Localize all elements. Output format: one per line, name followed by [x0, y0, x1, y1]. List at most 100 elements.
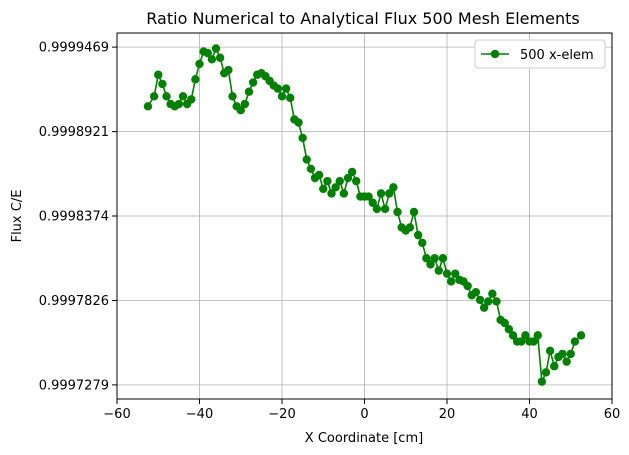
data-point — [488, 289, 497, 298]
data-point — [385, 189, 394, 198]
data-point — [438, 254, 448, 263]
data-point — [335, 176, 344, 186]
data-point — [203, 48, 212, 58]
x-tick-label: −20 — [268, 407, 295, 422]
legend-marker — [490, 49, 500, 59]
data-point — [224, 65, 233, 75]
data-point — [364, 192, 373, 201]
data-point — [352, 176, 361, 186]
data-point — [533, 331, 542, 340]
data-point — [380, 204, 390, 214]
data-point — [389, 183, 398, 192]
y-tick-label: 0.9998921 — [39, 125, 109, 140]
data-point — [492, 297, 501, 306]
data-point — [451, 269, 460, 278]
data-point — [442, 269, 452, 278]
plot-data — [143, 44, 586, 386]
legend: 500 x-elem — [474, 39, 606, 69]
data-point — [471, 287, 481, 297]
data-point — [286, 93, 295, 103]
data-point — [558, 349, 567, 359]
data-point — [500, 318, 509, 328]
legend-label: 500 x-elem — [520, 48, 594, 63]
data-point — [521, 331, 530, 340]
legend-box — [474, 39, 606, 69]
data-point — [240, 99, 250, 109]
data-point — [228, 92, 237, 101]
data-point — [215, 53, 225, 62]
x-tick-label: −40 — [186, 407, 213, 422]
data-point — [368, 198, 377, 207]
data-point — [413, 230, 423, 240]
data-point — [541, 368, 551, 377]
y-tick-label: 0.9999469 — [39, 41, 109, 56]
data-point — [319, 184, 328, 194]
x-axis-label: X Coordinate [cm] — [305, 431, 423, 446]
data-point — [343, 173, 353, 183]
data-point — [154, 70, 163, 79]
data-point — [418, 238, 427, 248]
data-point — [434, 266, 443, 275]
data-point — [158, 79, 167, 89]
x-tick-label: 20 — [439, 407, 456, 422]
x-tick-label: 40 — [521, 407, 538, 422]
data-point — [529, 337, 538, 346]
data-point — [562, 357, 571, 366]
data-point — [277, 92, 287, 101]
data-point — [376, 189, 386, 198]
data-point — [314, 170, 324, 180]
data-point — [178, 92, 188, 101]
y-axis-label: Flux C/E — [10, 190, 25, 243]
data-point — [273, 84, 283, 93]
data-point — [207, 55, 217, 64]
data-point — [463, 281, 472, 291]
data-point — [174, 99, 184, 109]
data-point — [426, 260, 435, 269]
data-point — [422, 254, 431, 263]
data-point — [347, 167, 357, 177]
data-point — [244, 87, 254, 96]
y-tick-label: 0.9997279 — [39, 378, 109, 393]
data-point — [545, 346, 555, 355]
data-point — [195, 59, 204, 69]
data-point — [576, 331, 586, 340]
data-point — [236, 105, 245, 115]
data-point — [191, 75, 200, 84]
data-point — [566, 349, 575, 359]
data-point — [248, 78, 258, 87]
data-point — [331, 183, 340, 192]
data-point — [298, 133, 307, 143]
data-point — [409, 207, 419, 217]
data-point — [306, 164, 316, 173]
data-point — [504, 325, 514, 334]
data-point — [143, 102, 153, 111]
chart-title: Ratio Numerical to Analytical Flux 500 M… — [146, 9, 579, 28]
data-point — [430, 254, 439, 263]
data-point — [372, 204, 382, 214]
x-tick-label: 60 — [604, 407, 621, 422]
data-point — [302, 155, 311, 164]
data-point — [162, 92, 171, 101]
data-point — [187, 95, 196, 104]
data-point — [446, 277, 456, 286]
data-point — [327, 189, 336, 198]
data-point — [517, 337, 526, 346]
data-point — [479, 303, 489, 312]
data-point — [570, 337, 580, 346]
data-point — [211, 44, 221, 53]
data-point — [281, 84, 291, 93]
data-point — [550, 362, 559, 371]
data-point — [393, 207, 402, 217]
ticks: −60 −40 −20 0 20 40 60 0.9997279 0.9997826 0.9998… — [39, 41, 621, 422]
y-tick-label: 0.9998374 — [39, 210, 109, 225]
data-point — [537, 377, 547, 386]
data-point — [484, 297, 493, 306]
x-tick-label: 0 — [360, 407, 368, 422]
data-point — [405, 223, 415, 232]
data-point — [339, 189, 349, 198]
data-point — [294, 118, 303, 127]
data-point — [475, 295, 485, 305]
data-point — [149, 92, 159, 101]
